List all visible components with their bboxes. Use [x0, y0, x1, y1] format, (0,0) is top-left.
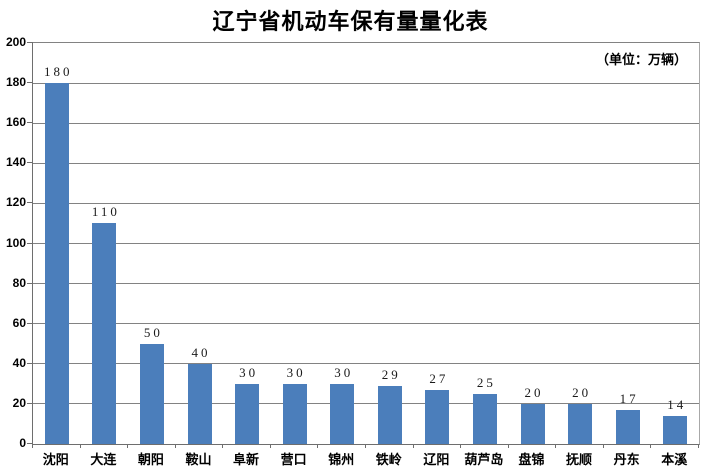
y-axis-tick-mark — [27, 122, 33, 124]
x-axis-tick-mark — [317, 444, 319, 448]
bar-value-label: 27 — [429, 370, 449, 386]
y-axis-tick-label: 180 — [5, 75, 26, 90]
x-axis-tick-mark — [269, 444, 271, 448]
x-axis-tick-label: 本溪 — [661, 452, 688, 467]
gridline — [33, 363, 699, 365]
y-axis-tick-label: 120 — [5, 195, 26, 210]
bar — [520, 403, 545, 444]
gridline — [33, 283, 699, 285]
y-axis-tick-mark — [27, 282, 33, 284]
x-axis-tick-mark — [412, 444, 414, 448]
y-axis-tick-label: 20 — [12, 395, 26, 410]
bar — [235, 383, 260, 444]
bar-value-label: 50 — [143, 324, 163, 340]
gridline — [33, 82, 699, 84]
gridline — [33, 162, 699, 164]
gridline — [33, 403, 699, 405]
y-axis-tick-mark — [27, 443, 33, 444]
x-axis-tick-label: 辽阳 — [423, 452, 450, 467]
bar — [615, 409, 640, 444]
y-axis-tick-label: 200 — [5, 35, 26, 49]
bar — [663, 415, 688, 444]
y-axis-tick-mark — [27, 362, 33, 364]
y-axis-tick-mark — [27, 202, 33, 204]
x-axis-tick-mark — [222, 444, 224, 448]
x-axis-tick-label: 沈阳 — [42, 452, 69, 467]
x-axis-tick-label: 抚顺 — [566, 452, 593, 467]
y-axis-tick-label: 160 — [5, 115, 26, 130]
unit-label: （单位：万辆） — [595, 52, 687, 67]
y-axis-tick-label: 80 — [12, 275, 26, 290]
bar — [44, 83, 69, 444]
gridline — [33, 202, 699, 204]
bar-value-label: 180 — [44, 64, 73, 80]
x-axis-tick-label: 阜新 — [233, 452, 260, 467]
x-axis-tick-label: 锦州 — [328, 452, 355, 467]
bar — [472, 393, 497, 444]
bar-value-label: 20 — [572, 384, 592, 400]
y-axis-tick-mark — [27, 322, 33, 324]
x-axis-tick-mark — [698, 444, 699, 448]
bar — [377, 385, 402, 444]
bar-value-label: 14 — [667, 396, 687, 412]
x-axis-tick-label: 朝阳 — [137, 452, 164, 467]
y-axis-tick-label: 60 — [12, 315, 26, 330]
x-axis-tick-mark — [507, 444, 509, 448]
bar — [92, 223, 117, 444]
y-axis-tick-mark — [27, 42, 33, 43]
gridline — [33, 323, 699, 325]
x-axis-tick-mark — [174, 444, 176, 448]
bar-value-label: 30 — [286, 364, 306, 380]
bar-value-label: 25 — [476, 374, 496, 390]
x-axis-tick-label: 盘锦 — [518, 452, 545, 467]
x-axis-tick-mark — [555, 444, 557, 448]
x-axis-tick-label: 大连 — [90, 452, 117, 467]
bar-value-label: 110 — [91, 204, 120, 220]
x-axis-tick-label: 葫芦岛 — [464, 452, 504, 467]
bar — [187, 363, 212, 444]
bar-value-label: 30 — [239, 364, 259, 380]
x-axis-tick-mark — [365, 444, 366, 448]
bar — [330, 383, 355, 444]
chart-title: 辽宁省机动车保有量量化表 — [212, 9, 489, 34]
bar — [425, 389, 450, 444]
bar-value-label: 20 — [524, 384, 544, 400]
y-axis-tick-mark — [27, 242, 33, 244]
y-axis-tick-label: 0 — [19, 436, 26, 450]
bar-value-label: 29 — [381, 366, 401, 382]
bar-value-label: 17 — [619, 390, 639, 406]
y-axis-tick-mark — [27, 162, 33, 164]
y-axis-tick-label: 100 — [5, 235, 26, 250]
bar — [568, 403, 593, 444]
gridline — [33, 122, 699, 124]
bar-value-label: 30 — [334, 364, 354, 380]
bar-value-label: 40 — [191, 344, 211, 360]
y-axis-tick-label: 40 — [12, 355, 26, 370]
x-axis-tick-label: 鞍山 — [185, 452, 212, 467]
x-axis-tick-mark — [79, 444, 81, 448]
plot-area: 180 110 50 40 30 30 30 29 27 25 20 20 17 14 — [32, 42, 700, 445]
x-axis-tick-label: 铁岭 — [375, 452, 402, 467]
x-axis-tick-mark — [127, 444, 129, 448]
x-axis-tick-label: 丹东 — [613, 452, 640, 467]
x-axis-tick-mark — [602, 444, 604, 448]
x-axis-tick-label: 营口 — [280, 452, 307, 467]
bar — [282, 383, 307, 444]
y-axis-tick-mark — [27, 402, 33, 404]
x-axis-tick-mark — [32, 444, 33, 448]
bar — [139, 343, 164, 444]
y-axis-tick-label: 140 — [5, 155, 26, 170]
gridline — [33, 243, 699, 244]
x-axis-tick-mark — [650, 444, 652, 448]
y-axis-tick-mark — [27, 82, 33, 84]
x-axis-tick-mark — [460, 444, 462, 448]
